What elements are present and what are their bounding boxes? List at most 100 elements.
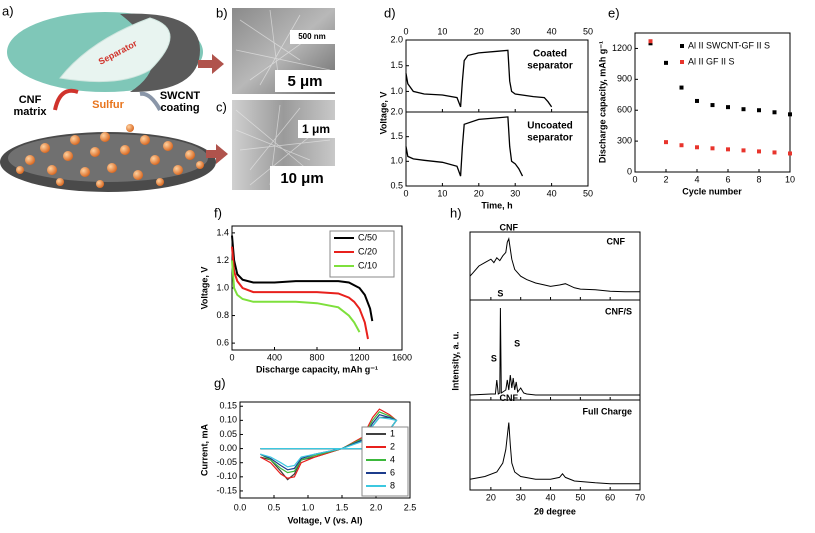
x-tick-label: 70 xyxy=(635,492,645,502)
y-tick-label: 0.8 xyxy=(216,310,229,320)
x-tick-label: 50 xyxy=(575,492,585,502)
data-point xyxy=(695,98,699,103)
x-tick-label: 10 xyxy=(437,188,447,198)
x-tick-label: 30 xyxy=(516,492,526,502)
panel-label: f) xyxy=(214,205,222,220)
annotation: separator xyxy=(527,133,573,144)
peak-label: S xyxy=(514,338,520,348)
legend-label: 6 xyxy=(390,467,395,477)
panel-label: h) xyxy=(450,205,462,220)
swcnt-label: coating xyxy=(160,102,199,114)
y-tick-label: 1.0 xyxy=(216,282,229,292)
panel-label: b) xyxy=(216,5,228,20)
scale-box xyxy=(275,70,335,92)
x-tick-label: 1.0 xyxy=(302,502,315,512)
schematic xyxy=(0,12,228,192)
data-point xyxy=(648,41,653,46)
x-tick-label: 10 xyxy=(437,26,447,36)
x-tick-label: 40 xyxy=(546,492,556,502)
x-axis-label: 2θ degree xyxy=(534,506,576,516)
x-tick-label: 400 xyxy=(267,352,282,362)
legend-label: 2 xyxy=(390,441,395,451)
subplot-title: CNF/S xyxy=(605,306,632,316)
data-point xyxy=(741,107,746,112)
y-tick-label: 300 xyxy=(617,135,632,145)
y-tick-label: -0.10 xyxy=(216,471,237,481)
cnf-label: matrix xyxy=(13,106,47,118)
x-tick-label: 0 xyxy=(403,26,408,36)
x-tick-label: 8 xyxy=(756,174,761,184)
y-tick-label: 1.0 xyxy=(390,156,403,166)
arrow xyxy=(206,144,228,164)
x-tick-label: 40 xyxy=(547,188,557,198)
x-tick-label: 0 xyxy=(403,188,408,198)
y-axis-label: Current, mA xyxy=(199,424,209,477)
legend-box xyxy=(361,426,409,497)
data-line xyxy=(231,246,369,340)
y-tick-label: 0.05 xyxy=(219,429,237,439)
data-point xyxy=(741,148,746,153)
legend-label: 1 xyxy=(390,428,395,438)
x-tick-label: 0 xyxy=(632,174,637,184)
data-point xyxy=(726,105,730,110)
legend-marker xyxy=(680,60,684,64)
scale-box xyxy=(298,120,335,138)
y-axis-label: Intensity, a. u. xyxy=(450,331,460,390)
sulfur-particles xyxy=(16,124,204,188)
data-point xyxy=(664,140,668,145)
x-tick-label: 800 xyxy=(309,352,324,362)
scale-bar-label: 10 μm xyxy=(280,170,323,187)
data-point xyxy=(710,146,715,151)
x-tick-label: 20 xyxy=(474,188,484,198)
x-axis-label: Time, h xyxy=(481,200,512,210)
y-tick-label: 1.2 xyxy=(216,255,229,265)
legend-label: Al II SWCNT-GF II S xyxy=(688,40,770,50)
y-tick-label: 0.5 xyxy=(390,180,403,190)
x-axis-label: Voltage, V (vs. Al) xyxy=(287,515,362,525)
x-tick-label: 6 xyxy=(725,174,730,184)
data-point xyxy=(695,145,699,150)
x-tick-label: 2.0 xyxy=(370,502,383,512)
legend-label: 8 xyxy=(390,480,395,490)
y-tick-label: 2.0 xyxy=(390,34,403,44)
data-point xyxy=(710,103,715,108)
y-tick-label: 1.0 xyxy=(390,86,403,96)
panel-label: a) xyxy=(2,3,14,18)
y-tick-label: 0.00 xyxy=(219,443,237,453)
x-tick-label: 20 xyxy=(486,492,496,502)
subplot-title: CNF xyxy=(607,236,626,246)
legend-label: C/50 xyxy=(358,232,377,242)
legend-label: 4 xyxy=(390,454,395,464)
legend-marker xyxy=(680,44,684,48)
arrow xyxy=(198,54,224,74)
scale-box xyxy=(270,166,335,190)
x-tick-label: 2.5 xyxy=(404,502,417,512)
data-line xyxy=(469,422,640,485)
data-point xyxy=(679,85,684,90)
y-tick-label: 0.15 xyxy=(219,401,237,411)
x-tick-label: 20 xyxy=(474,26,484,36)
data-point xyxy=(772,150,777,155)
panel-label: d) xyxy=(384,5,396,20)
legend-label: C/10 xyxy=(358,260,377,270)
sulfur-label: Sulfur xyxy=(92,99,124,111)
x-tick-label: 30 xyxy=(510,26,520,36)
data-point xyxy=(757,108,761,113)
y-tick-label: 900 xyxy=(617,74,632,84)
y-tick-label: -0.15 xyxy=(216,485,237,495)
scale-bar-label: 5 μm xyxy=(287,73,322,90)
x-tick-label: 1600 xyxy=(392,352,412,362)
y-tick-label: 1200 xyxy=(612,43,632,53)
data-line xyxy=(469,237,640,293)
x-tick-label: 50 xyxy=(583,26,593,36)
y-axis-label: Voltage, V xyxy=(378,92,388,135)
x-axis-label: Discharge capacity, mAh g⁻¹ xyxy=(256,364,378,374)
y-tick-label: -0.05 xyxy=(216,457,237,467)
x-tick-label: 4 xyxy=(694,174,699,184)
y-axis-label: Voltage, V xyxy=(199,267,209,310)
scale-box xyxy=(290,30,335,44)
y-tick-label: 600 xyxy=(617,105,632,115)
scale-bar-label: 1 μm xyxy=(302,122,330,136)
data-point xyxy=(648,39,653,44)
